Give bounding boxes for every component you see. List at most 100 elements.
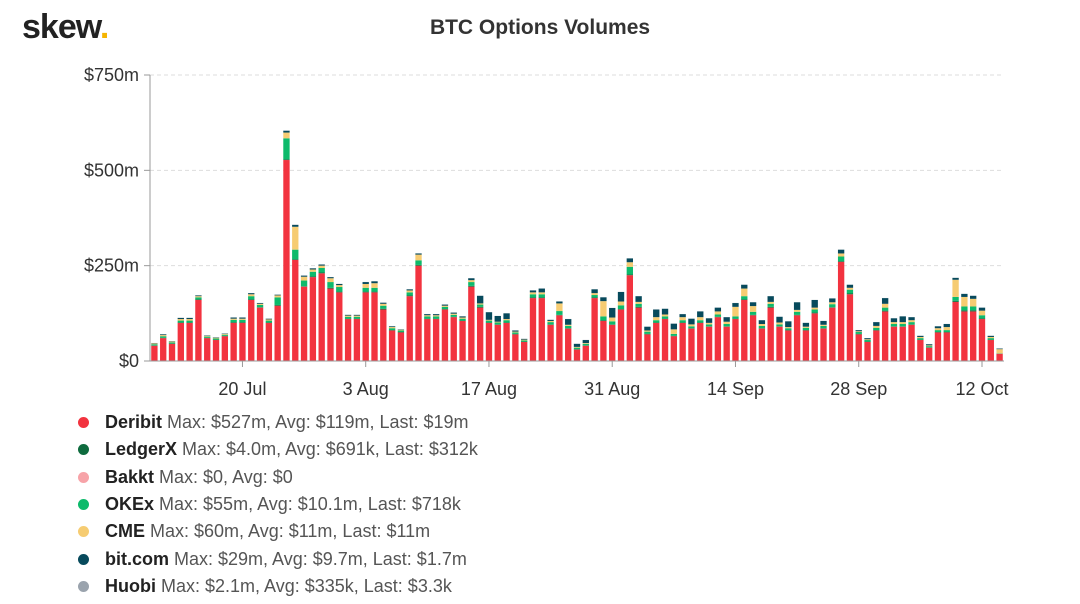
legend-item[interactable]: Huobi Max: $2.1m, Avg: $335k, Last: $3.3k [78, 573, 478, 600]
bar-segment-cme [177, 319, 184, 321]
bar-segment-bit-com [811, 299, 818, 308]
bar-segment-ledgerx [741, 299, 748, 300]
bar-segment-deribit [908, 324, 915, 361]
y-tick-label: $0 [119, 351, 139, 371]
bar-segment-bit-com [793, 302, 801, 310]
legend-swatch [78, 471, 89, 483]
bar-segment-bit-com [521, 338, 528, 340]
legend-name: bit.com [105, 548, 170, 569]
bar-segment-okex [415, 260, 422, 265]
bar-segment-okex [591, 295, 598, 298]
bar-segment-bit-com [723, 317, 730, 322]
bar-segment-bit-com [318, 264, 325, 266]
legend-item[interactable]: OKEx Max: $55m, Avg: $10.1m, Last: $718k [78, 491, 478, 518]
bar-segment-cme [362, 283, 369, 288]
bar-segment-bit-com [380, 302, 387, 304]
legend-item[interactable]: Deribit Max: $527m, Avg: $119m, Last: $19… [78, 409, 478, 436]
bar-segment-cme [168, 341, 176, 343]
bar-segment-bit-com [961, 293, 968, 297]
bar-segment-cme [987, 336, 994, 339]
bar-segment-ledgerx [283, 159, 290, 161]
bar-segment-cme [283, 132, 290, 139]
bar-segment-okex [926, 346, 933, 348]
bar-segment-bit-com [573, 343, 581, 347]
bar-segment-deribit [274, 305, 281, 361]
bar-segment-bit-com [371, 281, 378, 284]
legend-stats: Max: $55m, Avg: $10.1m, Last: $718k [159, 494, 461, 515]
bar-segment-okex [151, 344, 158, 346]
bar-segment-cme [970, 298, 977, 307]
legend-item[interactable]: Bakkt Max: $0, Avg: $0 [78, 464, 478, 491]
legend-item[interactable]: CME Max: $60m, Avg: $11m, Last: $11m [78, 518, 478, 545]
bar-segment-okex [873, 327, 880, 331]
bar-segment-ledgerx [380, 308, 387, 310]
bar-segment-cme [221, 333, 229, 335]
bar-segment-cme [485, 319, 493, 321]
bar-segment-bit-com [609, 307, 616, 318]
y-tick-label: $250m [84, 256, 139, 276]
bar-segment-cme [908, 320, 915, 323]
bar-segment-cme [565, 324, 572, 326]
bar-segment-okex [547, 322, 554, 325]
bar-segment-cme [274, 295, 281, 298]
bar-segment-deribit [661, 319, 669, 361]
legend-swatch [78, 580, 89, 592]
bar-segment-bit-com [503, 313, 510, 320]
bar-segment-deribit [987, 340, 994, 361]
bar-segment-deribit [221, 336, 229, 361]
bar-segment-bit-com [256, 303, 264, 304]
bar-segment-deribit [468, 286, 475, 361]
bar-segment-okex [362, 287, 369, 292]
bar-segment-deribit [565, 328, 572, 361]
bar-segment-okex [494, 322, 501, 325]
bar-segment-bit-com [547, 319, 554, 321]
bar-segment-bit-com [468, 278, 475, 281]
bar-segment-cme [600, 301, 607, 317]
bar-segment-okex [441, 306, 449, 310]
bar-segment-bit-com [881, 298, 889, 304]
bar-segment-deribit [776, 326, 783, 361]
bar-segment-okex [987, 338, 994, 340]
legend-item[interactable]: LedgerX Max: $4.0m, Avg: $691k, Last: $31… [78, 436, 478, 463]
bar-segment-deribit [521, 341, 528, 361]
bar-segment-bit-com [591, 289, 598, 294]
bar-segment-cme [151, 343, 158, 345]
bar-segment-okex [609, 321, 616, 325]
bar-segment-okex [908, 322, 915, 325]
bar-segment-deribit [292, 259, 299, 361]
legend-item[interactable]: bit.com Max: $29m, Avg: $9.7m, Last: $1.7… [78, 545, 478, 572]
bar-segment-okex [274, 297, 281, 305]
legend-stats: Max: $60m, Avg: $11m, Last: $11m [150, 521, 431, 542]
bar-segment-okex [697, 320, 704, 323]
bar-segment-okex [644, 331, 651, 334]
bar-segment-deribit [388, 330, 396, 361]
bar-segment-ledgerx [318, 272, 325, 274]
bar-segment-ledgerx [292, 259, 299, 260]
bar-segment-okex [177, 320, 184, 323]
bar-segment-ledgerx [230, 322, 237, 323]
bar-segment-bit-com [186, 317, 193, 320]
bar-segment-bit-com [864, 338, 871, 340]
bar-segment-okex [670, 333, 678, 336]
bar-segment-ledgerx [978, 318, 986, 320]
bar-segment-cme [635, 301, 642, 304]
bar-segment-cme [741, 288, 748, 297]
bar-segment-deribit [239, 322, 246, 361]
bar-segment-okex [582, 343, 589, 346]
bar-segment-cme [899, 322, 906, 325]
bar-segment-deribit [723, 326, 730, 361]
gridlines [150, 74, 1004, 267]
bar-segment-deribit [424, 319, 431, 361]
bar-segment-deribit [688, 328, 695, 361]
bar-segment-cme [186, 319, 193, 321]
legend: Deribit Max: $527m, Avg: $119m, Last: $19… [78, 409, 478, 600]
bar-segment-deribit [441, 309, 449, 361]
bar-segment-deribit [653, 322, 660, 361]
bar-segment-cme [476, 303, 484, 305]
bar-segment-cme [926, 345, 933, 347]
bar-segment-bit-com [344, 314, 352, 316]
legend-swatch [78, 417, 89, 429]
bar-segment-cme [881, 303, 889, 308]
bar-segment-bit-com [802, 322, 810, 327]
bar-segment-deribit [644, 334, 651, 361]
